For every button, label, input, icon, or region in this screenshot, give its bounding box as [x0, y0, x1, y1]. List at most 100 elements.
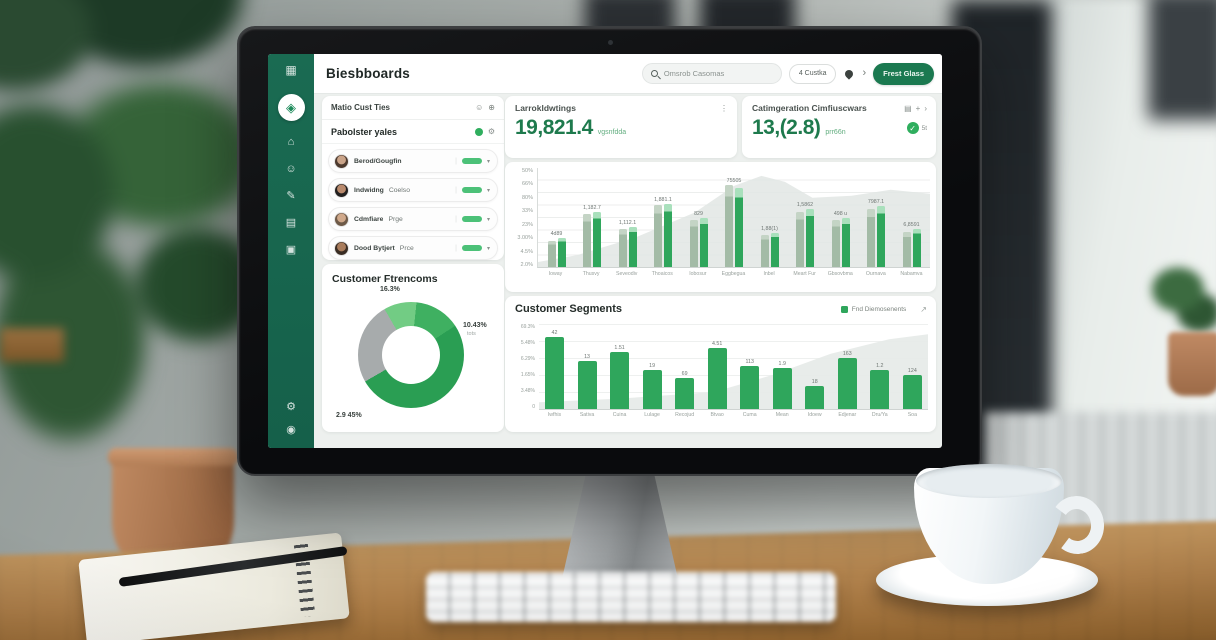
- bar-current-series: [735, 187, 743, 267]
- divider: |: [455, 215, 457, 223]
- divider: |: [455, 157, 457, 165]
- apps-grid-icon[interactable]: ▦: [285, 63, 297, 77]
- customer-donut-panel: Customer Ftrencoms 16.3% 10.43% tots 2.9…: [322, 264, 504, 432]
- bar-prior-series: [867, 208, 875, 267]
- bar-value-label: 163: [842, 351, 852, 358]
- chart-plot-area: 4d89 1,182.7 1,112.1 1,881.1 829 75505 1,88(1)…: [537, 168, 930, 268]
- x-tick: Sativa: [579, 412, 595, 418]
- bar-group: 113: [737, 324, 762, 409]
- y-tick: 50%: [521, 168, 533, 174]
- search-icon: [650, 70, 658, 77]
- status-pill[interactable]: [461, 158, 482, 164]
- profile-icon[interactable]: ◉: [286, 424, 296, 436]
- top-bar: Biesbboards Omsrob Casomas 4 Custka › Fr…: [314, 54, 942, 94]
- spark-active-icon[interactable]: ◈: [277, 94, 305, 121]
- bar: [610, 351, 630, 409]
- chevron-down-icon[interactable]: ▾: [486, 245, 490, 252]
- bar: [870, 369, 890, 409]
- x-axis-tick-labels: Iwfhis Sativa Cuina Lulage Recojud Btvao Cuma M…: [539, 412, 928, 418]
- expand-icon[interactable]: ↗: [920, 304, 927, 314]
- bar-current-series: [841, 217, 850, 267]
- y-axis-tick-labels: 69.3% 5.48% 6.29% 1.65% 3.48% 0: [507, 324, 535, 410]
- chevron-right-icon[interactable]: ›: [862, 67, 867, 79]
- donut-slice-label: 10.43%: [463, 322, 487, 329]
- bar-group: 1,112.1: [614, 168, 641, 267]
- document-icon[interactable]: ▤: [904, 103, 912, 113]
- metric-value: 19,821.4: [515, 116, 593, 139]
- bar: [837, 358, 857, 409]
- bar-group: 6,8591: [898, 168, 925, 267]
- bar-value-label: 4.51: [712, 340, 723, 347]
- search-input[interactable]: Omsrob Casomas: [641, 63, 782, 84]
- location-pin-icon[interactable]: [843, 67, 856, 80]
- add-icon[interactable]: +: [915, 103, 921, 113]
- customer-segments-panel: Customer Segments Fnd Diemosenents ↗ 69.…: [505, 296, 936, 432]
- customers-filter-button[interactable]: 4 Custka: [788, 63, 837, 84]
- y-tick: 4.5%: [520, 248, 533, 255]
- spark-glyph: ◈: [286, 99, 296, 115]
- customer-row[interactable]: Dood Bytjert Prce | ▾: [328, 236, 498, 260]
- metric-card-title: Catimgeration Cimfiuscwars: [752, 103, 867, 113]
- chevron-down-icon[interactable]: ▾: [486, 158, 490, 165]
- bar-group: 124: [900, 324, 925, 409]
- edit-icon[interactable]: ✎: [286, 190, 296, 202]
- bar-group: 1.2: [867, 324, 892, 409]
- customer-row[interactable]: Indwidng Coelso | ▾: [328, 178, 498, 202]
- page-title: Biesbboards: [326, 66, 410, 81]
- bar: [707, 347, 727, 409]
- bar-groups: 42 13 1.51 19 69 4.51 113 1.9 18 163 1.2 124: [539, 324, 928, 409]
- bar-prior-series: [760, 235, 769, 267]
- small-plant-right-pot: [1168, 332, 1216, 396]
- settings-icon[interactable]: ⚙: [487, 127, 495, 136]
- status-pill[interactable]: [461, 187, 482, 193]
- status-pill[interactable]: [461, 216, 482, 222]
- bar-current-series: [912, 229, 921, 267]
- x-tick: Inbel: [763, 271, 775, 277]
- user-icon[interactable]: ☺: [475, 103, 484, 112]
- y-tick: 3.00%: [517, 235, 533, 242]
- bar-value-label: 19: [649, 362, 656, 369]
- bar: [805, 386, 825, 409]
- bar-group: 42: [542, 324, 567, 409]
- bar-prior-series: [547, 240, 556, 267]
- bar-value-label: 69: [681, 370, 688, 377]
- share-icon[interactable]: ⊕: [488, 103, 495, 112]
- kebab-menu-icon[interactable]: ⋮: [720, 103, 728, 113]
- x-tick: Thoaicos: [651, 271, 673, 277]
- bar-group: 1.9: [770, 324, 795, 409]
- dashboard-screen: ▦ ◈ ⌂ ☺ ✎ ▤ ▣ ⚙ ◉ Biesbboards Omsrob Cas…: [268, 54, 942, 448]
- y-tick: 3.48%: [520, 388, 535, 394]
- customer-row[interactable]: Berod/Gougfin | ▾: [328, 149, 498, 173]
- keyboard: [426, 572, 836, 622]
- customer-name: Cdmfiare: [354, 215, 384, 223]
- coffee-cup: [868, 462, 1108, 612]
- chevron-right-icon[interactable]: ›: [924, 103, 927, 113]
- primary-cta-button[interactable]: Frest Glass: [873, 62, 934, 85]
- bar: [902, 374, 922, 409]
- x-axis-tick-labels: Ioway Thusvy Seveodiv Thoaicos Iobosur Eggbeg…: [537, 271, 930, 277]
- archive-icon[interactable]: ▣: [285, 244, 297, 256]
- bar-group: 7987.1: [863, 168, 890, 267]
- customer-list: Berod/Gougfin | ▾ Indwidng Coelso | ▾ Cdmfiare P…: [322, 144, 504, 260]
- metric-card-title: Larrokldwtings: [515, 103, 576, 113]
- y-tick: 33%: [521, 208, 533, 215]
- donut-slice-label: 2.9 45%: [336, 412, 362, 419]
- bar-pair: [725, 185, 743, 267]
- settings-icon[interactable]: ⚙: [286, 401, 296, 413]
- bar: [642, 369, 662, 409]
- metric-card-configuration: Catimgeration Cimfiuscwars ▤ + › 13,(2.8…: [742, 96, 936, 158]
- status-pill[interactable]: [461, 245, 482, 251]
- home-icon[interactable]: ⌂: [287, 136, 295, 148]
- bar-group: 498 u: [827, 168, 854, 267]
- chevron-down-icon[interactable]: ▾: [486, 216, 490, 223]
- customer-row[interactable]: Cdmfiare Prge | ▾: [328, 207, 498, 231]
- bar-value-label: 6,8591: [903, 222, 920, 229]
- reports-icon[interactable]: ▤: [285, 217, 297, 229]
- x-tick: Btvao: [710, 412, 724, 418]
- customers-subtitle: Pabolster yales: [331, 126, 398, 137]
- bar-pair: [618, 226, 637, 267]
- contacts-icon[interactable]: ☺: [285, 163, 297, 175]
- chevron-down-icon[interactable]: ▾: [486, 187, 490, 194]
- customers-panel: Matio Cust Ties ☺ ⊕ Pabolster yales ⚙ Be…: [322, 96, 504, 260]
- status-dot: [474, 127, 483, 136]
